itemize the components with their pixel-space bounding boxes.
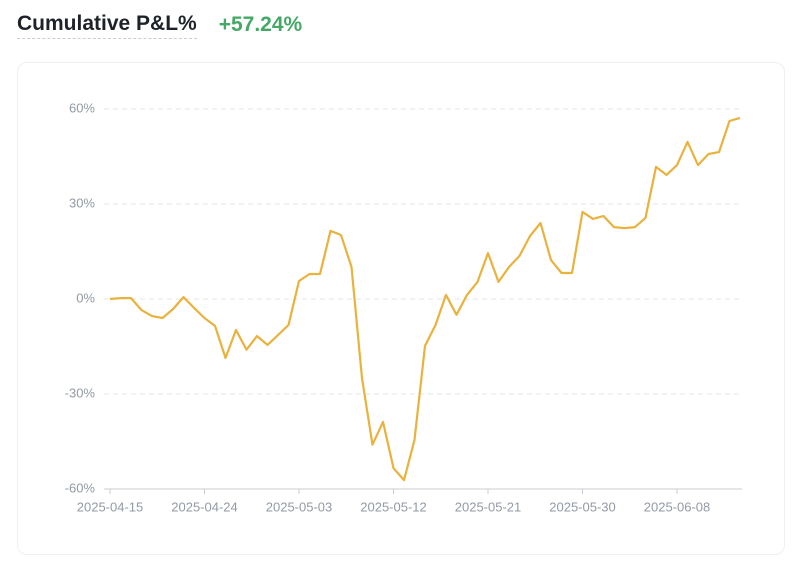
y-tick-label: -60% (65, 480, 96, 495)
chart-title[interactable]: Cumulative P&L% (17, 12, 197, 39)
y-tick-label: -30% (65, 385, 96, 400)
x-tick-label: 2025-05-30 (549, 499, 616, 514)
x-tick-label: 2025-04-15 (77, 499, 144, 514)
x-tick-label: 2025-04-24 (171, 499, 238, 514)
header: Cumulative P&L% +57.24% (17, 10, 302, 40)
x-tick-label: 2025-06-08 (644, 499, 711, 514)
y-tick-label: 30% (69, 195, 95, 210)
x-tick-label: 2025-05-21 (455, 499, 522, 514)
x-tick-label: 2025-05-12 (360, 499, 427, 514)
y-tick-label: 0% (76, 290, 95, 305)
y-tick-label: 60% (69, 100, 95, 115)
pnl-line (109, 116, 741, 482)
pnl-value: +57.24% (218, 13, 303, 36)
x-tick-label: 2025-05-03 (266, 499, 333, 514)
chart-card (17, 62, 785, 555)
